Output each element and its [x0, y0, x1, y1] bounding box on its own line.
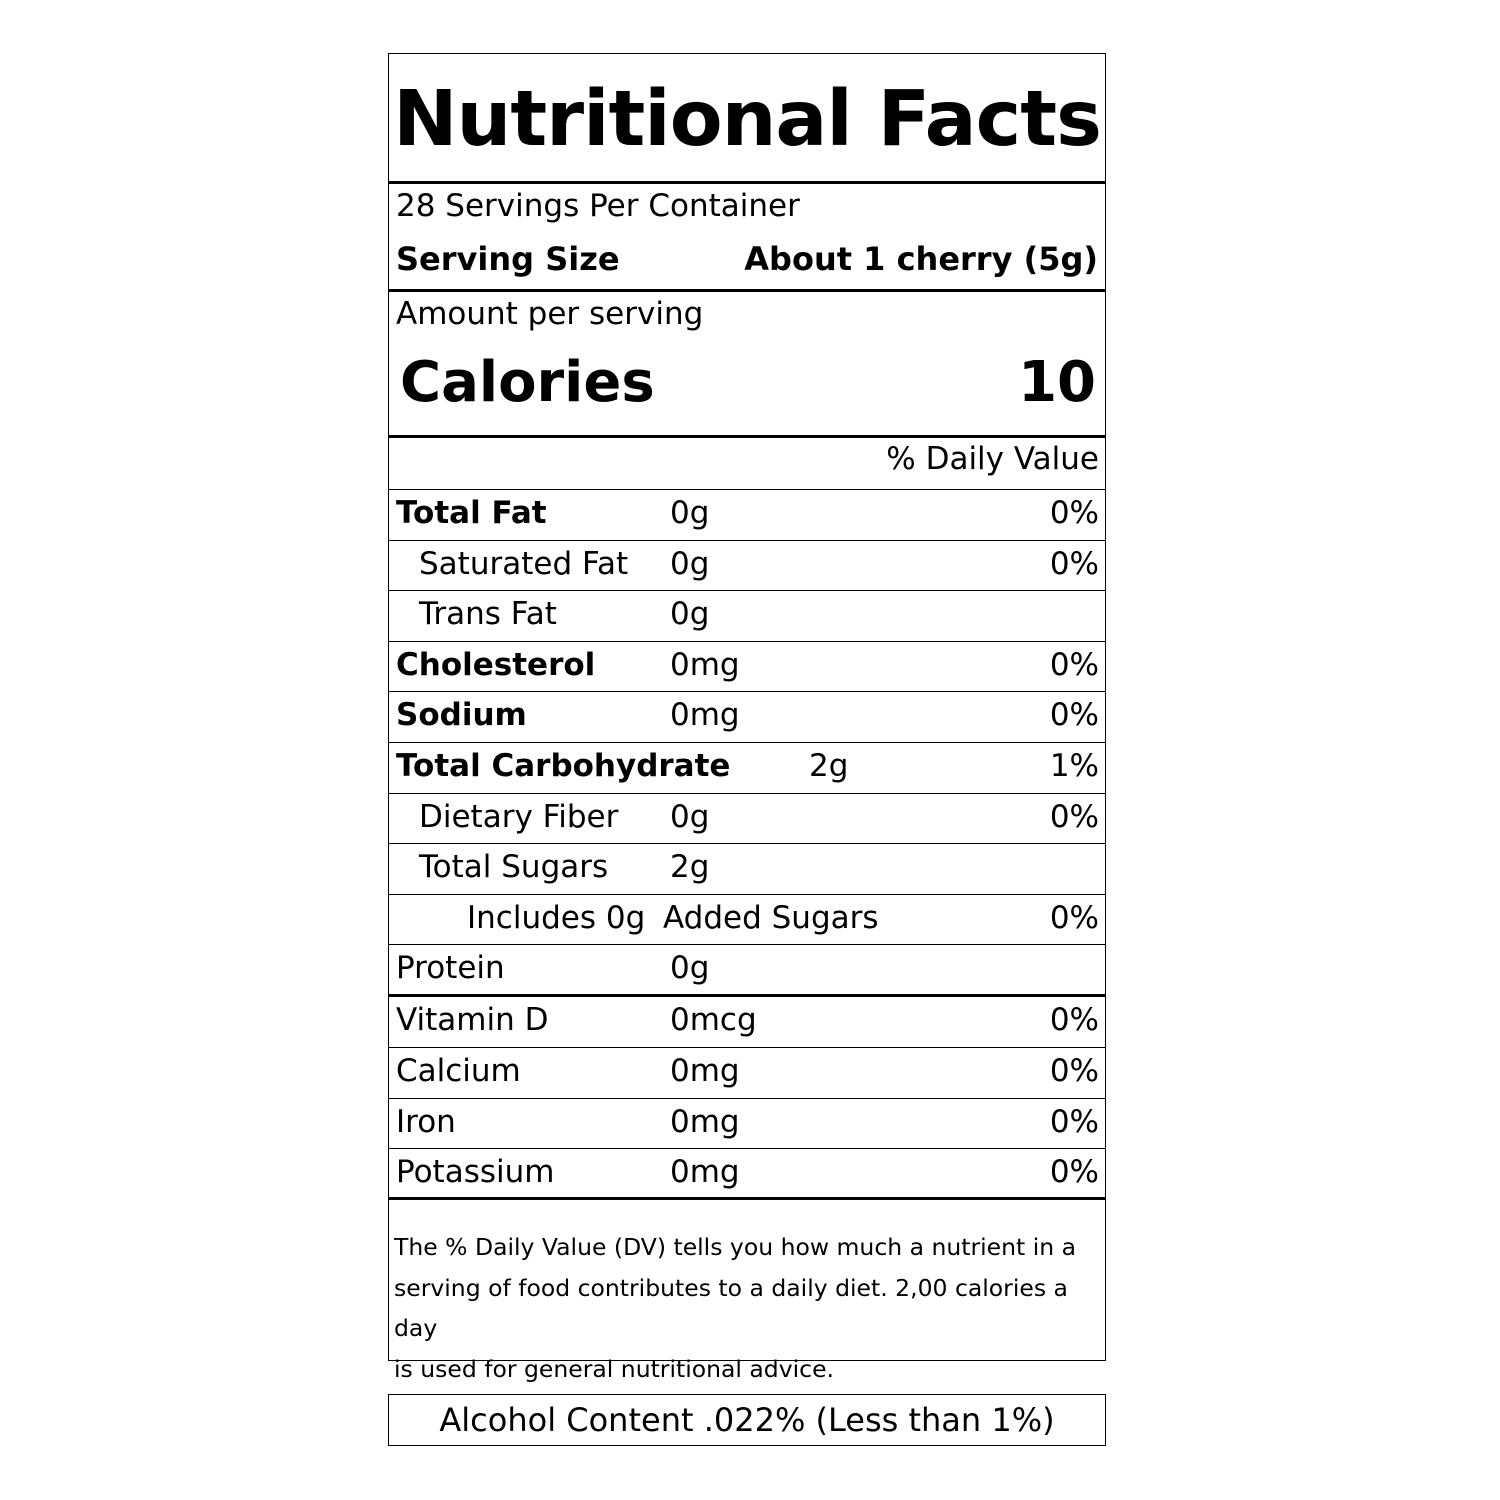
nutrient-name: Saturated Fat [419, 545, 629, 582]
nutrient-row-trans-fat: Trans Fat 0g [389, 591, 1105, 642]
nutrient-name: Trans Fat [419, 596, 557, 633]
calories-row: Calories 10 [389, 344, 1105, 438]
daily-value-header-row: % Daily Value [389, 438, 1105, 490]
nutrient-name: Dietary Fiber [419, 798, 619, 835]
serving-size-row: Serving Size About 1 cherry (5g) [389, 234, 1105, 292]
nutrient-amount: 0g [670, 495, 710, 531]
nutrient-amount: 0mcg [670, 1002, 757, 1039]
nutrient-daily-value: 0% [1049, 899, 1099, 936]
nutrient-row-vitamin-d: Vitamin D 0mcg 0% [389, 997, 1105, 1048]
nutrient-amount: 0mg [670, 646, 740, 683]
amount-per-serving: Amount per serving [396, 296, 704, 332]
nutrient-name: Total Carbohydrate [396, 747, 731, 784]
nutrient-amount: 0mg [670, 1103, 740, 1140]
calories-value: 10 [1018, 350, 1096, 415]
daily-value-header: % Daily Value [886, 441, 1099, 477]
nutrient-name: Total Fat [396, 495, 547, 531]
nutrient-name: Vitamin D [396, 1002, 549, 1039]
nutrient-amount: 0mg [670, 697, 740, 734]
nutrient-amount: 0g [670, 798, 710, 835]
nutrient-daily-value: 0% [1049, 1154, 1099, 1191]
nutrient-row-iron: Iron 0mg 0% [389, 1099, 1105, 1150]
nutrient-row-cholesterol: Cholesterol 0mg 0% [389, 642, 1105, 693]
nutrient-row-sodium: Sodium 0mg 0% [389, 692, 1105, 743]
nutrient-name: Protein [396, 950, 505, 987]
nutrient-name: Total Sugars [419, 849, 609, 886]
nutrient-row-total-sugars: Total Sugars 2g [389, 844, 1105, 895]
nutrient-name: Calcium [396, 1052, 521, 1089]
nutrient-daily-value: 0% [1049, 495, 1099, 531]
calories-label: Calories [400, 350, 655, 415]
nutrient-name: Iron [396, 1103, 456, 1140]
nutrient-daily-value: 0% [1049, 798, 1099, 835]
nutrient-amount: 2g [809, 747, 849, 784]
title-box: Nutritional Facts [389, 54, 1105, 184]
nutrient-daily-value: 0% [1049, 1052, 1099, 1089]
nutrient-amount: 0mg [670, 1052, 740, 1089]
nutrient-row-total-carbohydrate: Total Carbohydrate 2g 1% [389, 743, 1105, 794]
serving-size-label: Serving Size [396, 240, 620, 278]
nutrient-row-protein: Protein 0g [389, 945, 1105, 998]
nutrient-amount: 0mg [670, 1154, 740, 1191]
servings-per-container: 28 Servings Per Container [396, 188, 800, 224]
nutrient-daily-value: 0% [1049, 1103, 1099, 1140]
nutrient-daily-value: 0% [1049, 697, 1099, 734]
nutrient-amount: 0g [670, 596, 710, 633]
nutrition-facts-label: Nutritional Facts 28 Servings Per Contai… [388, 53, 1106, 1383]
nutrient-row-dietary-fiber: Dietary Fiber 0g 0% [389, 794, 1105, 845]
nutrient-row-total-fat: Total Fat 0g 0% [389, 490, 1105, 541]
daily-value-footnote: The % Daily Value (DV) tells you how muc… [394, 1233, 1076, 1383]
nutrient-name: Sodium [396, 697, 527, 734]
nutrient-row-saturated-fat: Saturated Fat 0g 0% [389, 541, 1105, 592]
alcohol-content-box: Alcohol Content .022% (Less than 1%) [388, 1394, 1106, 1446]
nutrient-row-added-sugars: Includes 0g Added Sugars 0% [389, 895, 1105, 946]
nutrient-daily-value: 0% [1049, 1002, 1099, 1039]
nutrient-table: Total Fat 0g 0% Saturated Fat 0g 0% Tran… [389, 490, 1105, 1200]
label-title: Nutritional Facts [393, 75, 1102, 164]
nutrient-name: Potassium [396, 1154, 555, 1191]
nutrient-daily-value: 0% [1049, 646, 1099, 683]
nutrient-amount: Added Sugars [663, 899, 879, 936]
serving-size-value: About 1 cherry (5g) [744, 240, 1098, 278]
nutrient-row-calcium: Calcium 0mg 0% [389, 1048, 1105, 1099]
nutrient-amount: 0g [670, 545, 710, 582]
nutrient-amount: 2g [670, 849, 710, 886]
nutrient-name: Cholesterol [396, 646, 596, 683]
nutrient-row-potassium: Potassium 0mg 0% [389, 1149, 1105, 1200]
nutrient-daily-value: 0% [1049, 545, 1099, 582]
nutrient-name: Includes 0g [467, 899, 646, 936]
nutrient-amount: 0g [670, 950, 710, 987]
alcohol-content-text: Alcohol Content .022% (Less than 1%) [439, 1401, 1055, 1439]
nutrient-daily-value: 1% [1049, 747, 1099, 784]
